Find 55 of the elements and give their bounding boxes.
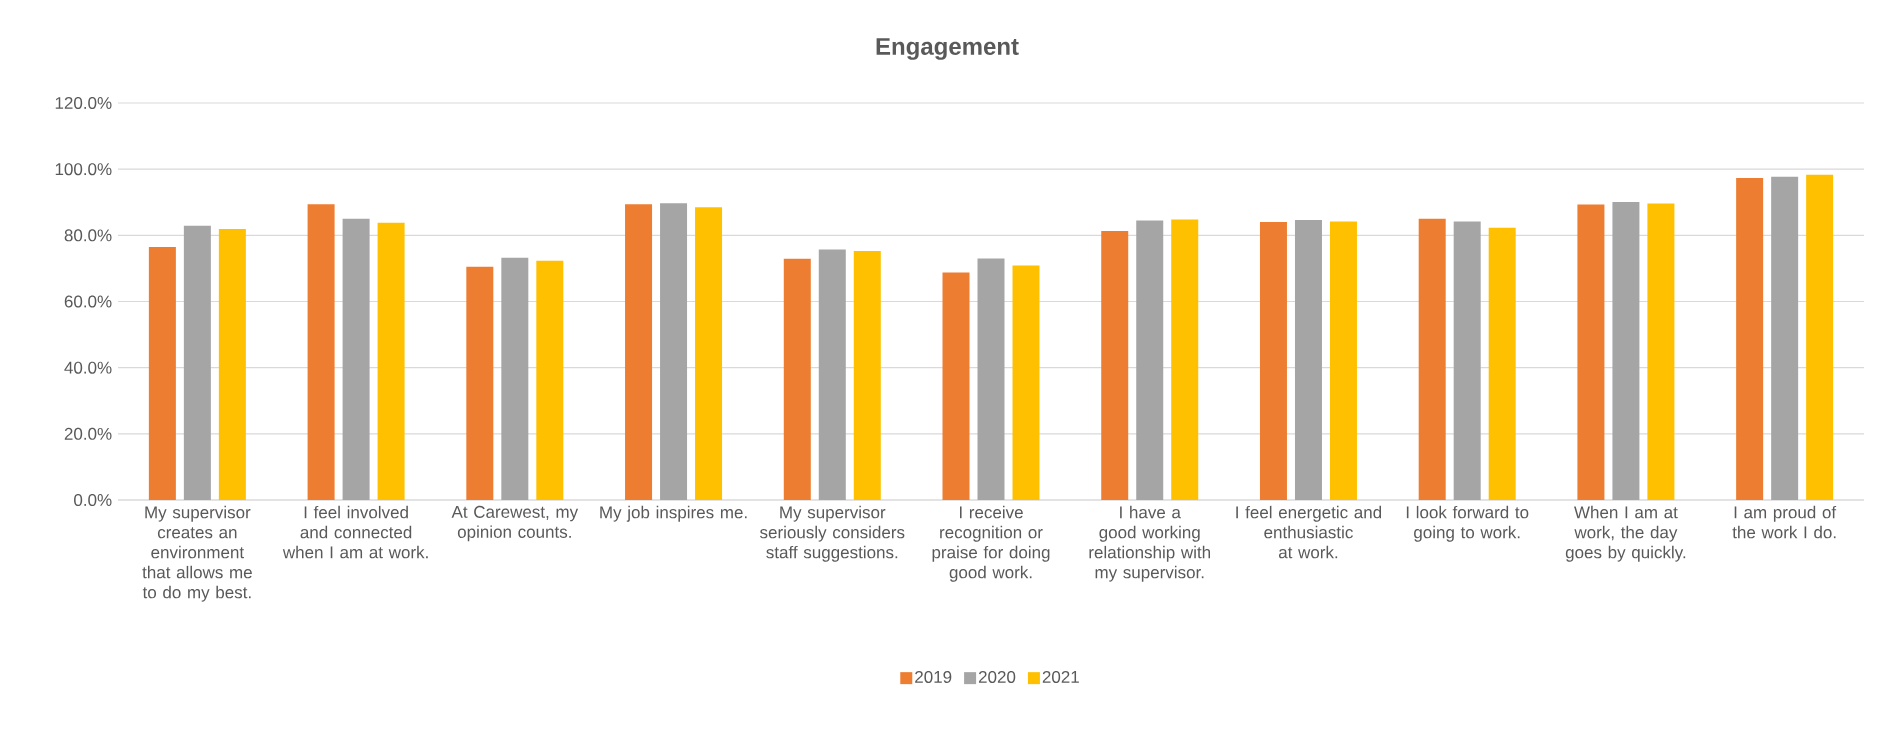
bar (1294, 220, 1322, 500)
chart-title: Engagement (876, 38, 1019, 60)
bar (218, 229, 246, 500)
bar (1577, 204, 1605, 500)
x-tick-label: At Carewest, my opinion counts. (451, 505, 579, 542)
bar (183, 225, 211, 500)
bar (660, 203, 688, 500)
bar (1736, 178, 1764, 500)
x-tick-label: I receive recognition or praise for doing good work. (932, 505, 1050, 582)
x-tick-label: My supervisor seriously considers staff suggestions. (760, 505, 905, 562)
x-tick-label: I feel involved and connected when I am at work. (282, 505, 428, 559)
y-tick-label: 20.0% (64, 427, 112, 440)
bar (783, 258, 811, 500)
y-tick-label: 0.0% (74, 493, 112, 507)
bar (377, 222, 405, 500)
bar (1488, 227, 1516, 500)
bar (695, 207, 723, 500)
legend-label: 2019 (915, 670, 952, 683)
bar (1101, 231, 1129, 500)
x-tick-label: I feel energetic and enthusiastic at work. (1236, 505, 1382, 559)
bar (1771, 176, 1799, 500)
bar (1259, 222, 1287, 500)
bar (536, 260, 564, 500)
bar (942, 272, 970, 500)
y-tick-label: 60.0% (64, 295, 112, 308)
bar (1171, 219, 1199, 500)
x-tick-label: When I am at work, the day goes by quickly. (1565, 505, 1686, 562)
legend-label: 2020 (978, 670, 1016, 683)
y-tick-label: 40.0% (64, 361, 112, 374)
x-tick-label: I look forward to going to work. (1406, 505, 1529, 542)
bar (818, 249, 846, 500)
y-tick-label: 80.0% (64, 229, 112, 242)
legend-label: 2021 (1042, 670, 1079, 683)
bar (977, 258, 1005, 500)
bar (853, 250, 881, 500)
x-tick-label: My supervisor creates an environment that allows me to do my best. (142, 505, 252, 602)
bar (501, 257, 529, 500)
y-tick-label: 100.0% (55, 163, 112, 176)
bar (1329, 221, 1357, 500)
bar (1612, 201, 1640, 500)
x-tick-label: I am proud of the work I do. (1732, 505, 1837, 539)
bar (1453, 221, 1481, 500)
bar (342, 218, 370, 500)
bar (1418, 218, 1446, 500)
bar (466, 266, 494, 500)
bar (148, 246, 176, 500)
bar (307, 204, 335, 500)
bar (1806, 174, 1834, 500)
bar (625, 204, 653, 500)
y-tick-label: 120.0% (55, 96, 112, 110)
x-tick-label: My job inspires me. (600, 505, 747, 522)
bar (1647, 203, 1675, 500)
bar (1136, 220, 1164, 500)
bar (1012, 265, 1040, 500)
x-tick-label: I have a good working relationship with my supervisor. (1089, 505, 1211, 582)
